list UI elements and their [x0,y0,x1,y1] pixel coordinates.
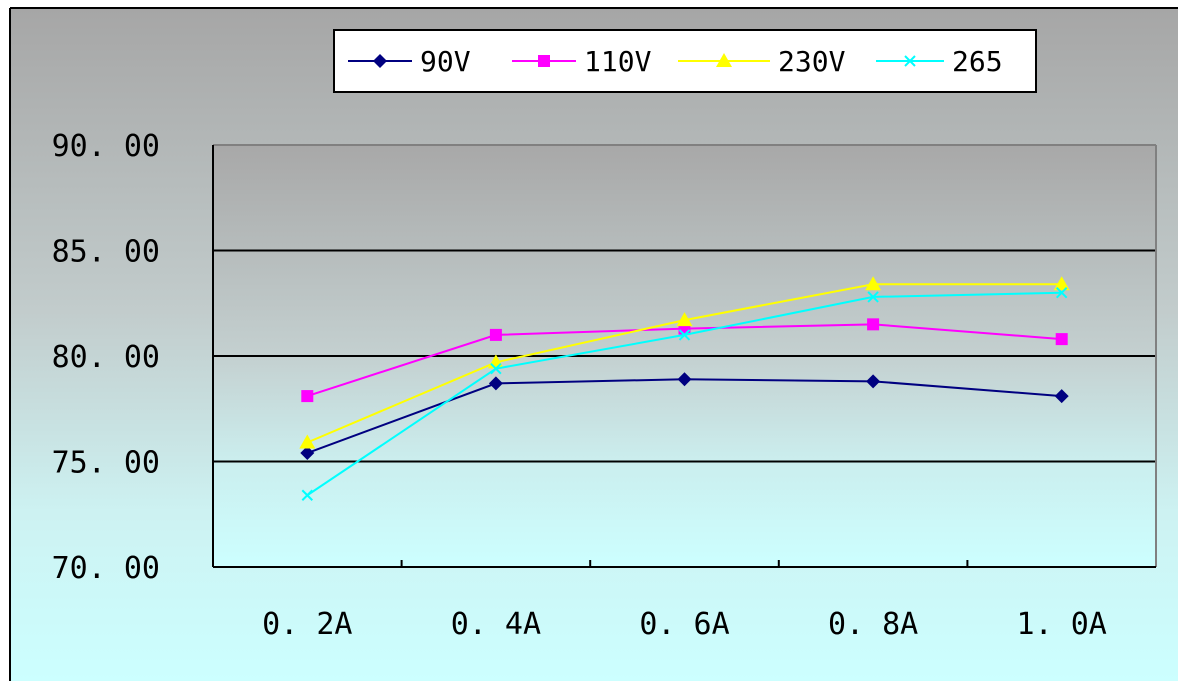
data-point [489,328,502,341]
y-tick-label: 85. 00 [52,235,160,270]
legend-label: 265 [952,45,1003,78]
series-265 [301,286,1068,501]
legend-marker [538,55,550,67]
data-point [865,276,882,291]
data-point [676,312,693,327]
y-tick-label: 80. 00 [52,340,160,375]
legend-item-230v: 230V [678,45,846,78]
legend-item-110v: 110V [512,45,652,78]
data-point [1053,276,1070,291]
data-point [677,372,692,387]
data-point [299,434,316,449]
legend-item-90v: 90V [348,45,471,78]
x-tick-label: 0. 2A [262,607,352,642]
x-tick-label: 0. 4A [451,607,541,642]
data-point [1055,333,1068,346]
data-point [1054,389,1069,404]
data-point [678,329,691,341]
data-point [301,390,314,403]
series-90v [300,372,1069,461]
data-point [867,291,879,303]
data-point [866,374,881,389]
y-tick-label: 90. 00 [52,129,160,164]
data-point [488,376,503,391]
legend-marker [716,53,732,67]
data-point [490,362,502,375]
y-tick-label: 75. 00 [52,446,160,481]
data-point [1055,286,1068,299]
legend-item-265: 265 [876,45,1003,78]
x-tick-label: 1. 0A [1017,607,1107,642]
x-tick-label: 0. 6A [639,607,729,642]
legend-label: 110V [584,45,652,78]
gridlines [213,249,1156,463]
data-point [301,489,314,501]
y-tick-label: 70. 00 [52,551,160,586]
legend: 90V 110V 230V 265 [333,29,1037,93]
legend-marker [373,54,387,68]
legend-marker [904,55,916,67]
data-point [300,446,315,461]
data-point [867,318,880,331]
x-tick-label: 0. 8A [828,607,918,642]
series-lines [299,276,1070,501]
legend-label: 230V [778,45,846,78]
axes: 70. 00 75. 00 80. 00 85. 00 90. 00 0. 2A 0. 4A… [52,129,1157,642]
legend-label: 90V [420,45,471,78]
